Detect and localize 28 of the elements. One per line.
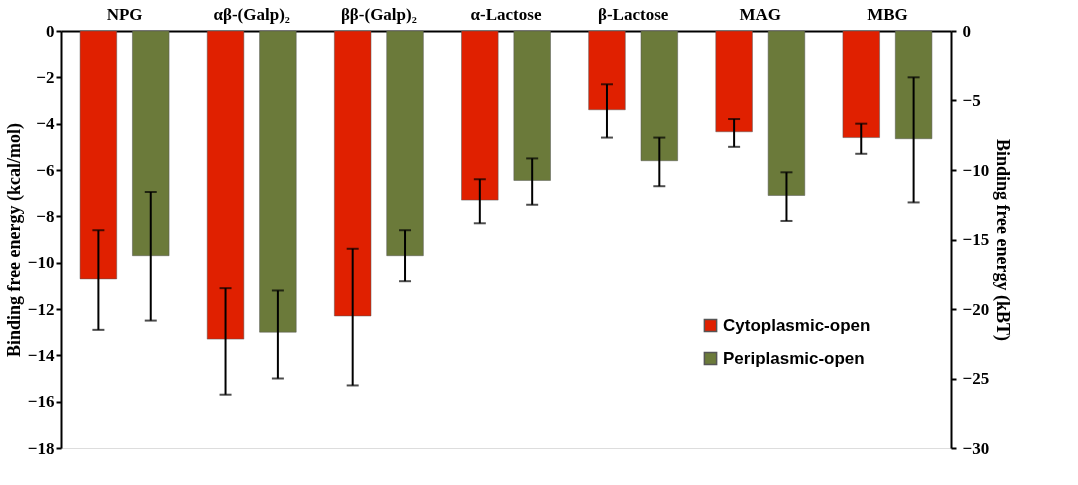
legend-label: Cytoplasmic-open [723,315,871,335]
y-tick-label: −10 [27,253,55,273]
y-tick-label: −14 [27,345,55,365]
y2-axis-title: Binding free energy (kBT) [992,138,1014,342]
x-tick-label: ββ-(Galp)₂ [340,4,417,24]
legend-label: Periplasmic-open [723,348,865,368]
y2-tick-label: −25 [962,369,990,388]
y-tick-label: −18 [27,438,55,458]
y2-tick-label: −15 [962,230,990,249]
y-tick-label: −6 [36,160,55,180]
y-axis-title: Binding free energy (kcal/mol) [3,122,25,358]
y2-tick-label: 0 [962,21,971,41]
y-tick-label: −8 [36,206,55,226]
y-tick-label: −4 [36,114,55,134]
y2-tick-label: −30 [962,438,990,458]
y2-tick-label: −5 [962,91,981,110]
y2-tick-label: −10 [962,160,990,180]
x-tick-label: α-Lactose [470,4,542,24]
y-tick-label: 0 [46,21,55,41]
y-tick-label: −16 [27,392,55,412]
y-tick-label: −12 [27,299,55,319]
x-tick-label: αβ-(Galp)₂ [213,4,290,24]
x-tick-label: β-Lactose [597,4,669,24]
x-tick-label: MBG [867,4,908,24]
x-tick-label: MAG [739,4,782,24]
x-tick-label: NPG [106,4,143,24]
y2-tick-label: −20 [962,299,990,319]
y-tick-label: −2 [36,67,55,87]
